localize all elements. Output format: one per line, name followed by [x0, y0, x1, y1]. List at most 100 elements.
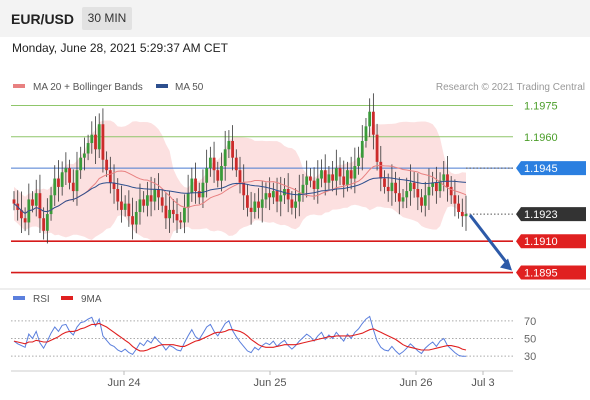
- level-badge-1.1910: [516, 234, 586, 249]
- candle-bear: [383, 178, 386, 187]
- candle-bear: [397, 193, 401, 202]
- legend-ma20-label: MA 20 + Bollinger Bands: [33, 82, 143, 93]
- candle-bear: [386, 186, 390, 192]
- candle-bull: [205, 168, 209, 183]
- legend-ma50-label: MA 50: [175, 82, 204, 93]
- rsi-tick-30: 30: [524, 351, 536, 363]
- candle-bear: [23, 218, 27, 223]
- candle-bear: [71, 182, 75, 192]
- candle-bear: [257, 201, 260, 208]
- level-label-1.1960: 1.1960: [524, 132, 558, 144]
- candle-bear: [238, 170, 242, 183]
- candle-bull: [438, 180, 442, 192]
- candle-bear: [420, 197, 423, 206]
- candle-bear: [457, 203, 460, 212]
- level-badge-1.1895: [516, 265, 586, 280]
- candle-bull: [145, 195, 149, 206]
- candle-bull: [253, 201, 257, 212]
- x-tick-label-1: Jun 25: [253, 377, 286, 389]
- candle-bull: [279, 195, 283, 202]
- candle-bull: [442, 174, 446, 181]
- candle-bull: [60, 172, 64, 187]
- candle-bull: [427, 186, 431, 196]
- candle-bear: [349, 170, 353, 179]
- candle-bull: [405, 191, 409, 198]
- candle-bear: [105, 159, 109, 171]
- candle-bull: [186, 193, 190, 208]
- legend-rsi-label: RSI: [33, 294, 50, 305]
- candle-bear: [246, 195, 249, 208]
- candle-bull: [208, 157, 212, 169]
- candle-bull: [283, 189, 286, 196]
- forecast-arrow-head: [500, 258, 512, 271]
- candle-bear: [112, 182, 116, 189]
- credit-text: Research © 2021 Trading Central: [436, 82, 585, 93]
- candle-bear: [12, 199, 16, 204]
- candle-bear: [323, 170, 327, 183]
- candle-bear: [231, 140, 234, 158]
- candle-bear: [375, 134, 379, 162]
- candle-bull: [220, 166, 223, 181]
- ma50-line: [13, 177, 467, 215]
- candle-bear: [164, 205, 168, 219]
- candle-bear: [108, 170, 112, 183]
- candle-bear: [38, 193, 42, 219]
- candle-bull: [153, 189, 157, 202]
- candle-bear: [216, 170, 220, 181]
- candle-bear: [127, 203, 131, 217]
- candle-bear: [412, 182, 416, 189]
- candle-bull: [45, 214, 49, 231]
- candle-bear: [142, 199, 146, 206]
- candle-bear: [94, 134, 97, 150]
- candle-bear: [157, 189, 160, 198]
- candle-bull: [49, 195, 53, 215]
- candle-bull: [53, 178, 57, 196]
- candle-bear: [275, 191, 279, 202]
- legend-9ma-swatch: [61, 296, 73, 300]
- candle-bear: [416, 189, 420, 198]
- candle-bull: [401, 197, 405, 202]
- candle-bear: [160, 197, 164, 206]
- candle-bear: [101, 124, 105, 160]
- candle-bull: [346, 170, 349, 185]
- candle-bull: [183, 207, 186, 223]
- candle-bull: [123, 203, 127, 210]
- candle-bull: [90, 134, 94, 144]
- candle-bull: [360, 140, 364, 158]
- candle-bull: [34, 193, 38, 206]
- candle-bull: [431, 182, 435, 187]
- candle-bear: [42, 218, 46, 231]
- candle-bear: [434, 182, 438, 192]
- candle-bull: [327, 174, 331, 183]
- candle-bull: [201, 182, 205, 198]
- candle-bull: [294, 201, 297, 208]
- candle-bear: [460, 211, 464, 217]
- candle-bear: [175, 214, 179, 221]
- candle-bull: [82, 153, 86, 158]
- forecast-arrow: [468, 214, 510, 266]
- candle-bull: [134, 211, 138, 225]
- candle-bear: [286, 189, 290, 200]
- candle-bull: [464, 214, 468, 217]
- candle-bear: [308, 176, 312, 181]
- candle-bull: [223, 149, 227, 167]
- candle-bull: [320, 170, 323, 179]
- legend-9ma-label: 9MA: [81, 294, 102, 305]
- candle-bull: [423, 195, 427, 206]
- level-badge-1.1923: [516, 207, 586, 222]
- candle-bear: [68, 168, 71, 183]
- candle-bear: [449, 186, 453, 196]
- candle-bear: [394, 182, 398, 194]
- candle-bull: [271, 191, 275, 198]
- timeframe-button[interactable]: 30 MIN: [82, 7, 132, 30]
- candle-bear: [242, 182, 246, 196]
- candle-bear: [149, 195, 153, 202]
- candle-bull: [264, 193, 268, 200]
- candle-bear: [331, 174, 335, 181]
- candle-bear: [249, 207, 253, 212]
- candle-bull: [86, 143, 90, 154]
- legend-ma50-swatch: [156, 84, 168, 88]
- level-badge-1.1945: [516, 161, 586, 176]
- legend-ma20-swatch: [13, 84, 25, 88]
